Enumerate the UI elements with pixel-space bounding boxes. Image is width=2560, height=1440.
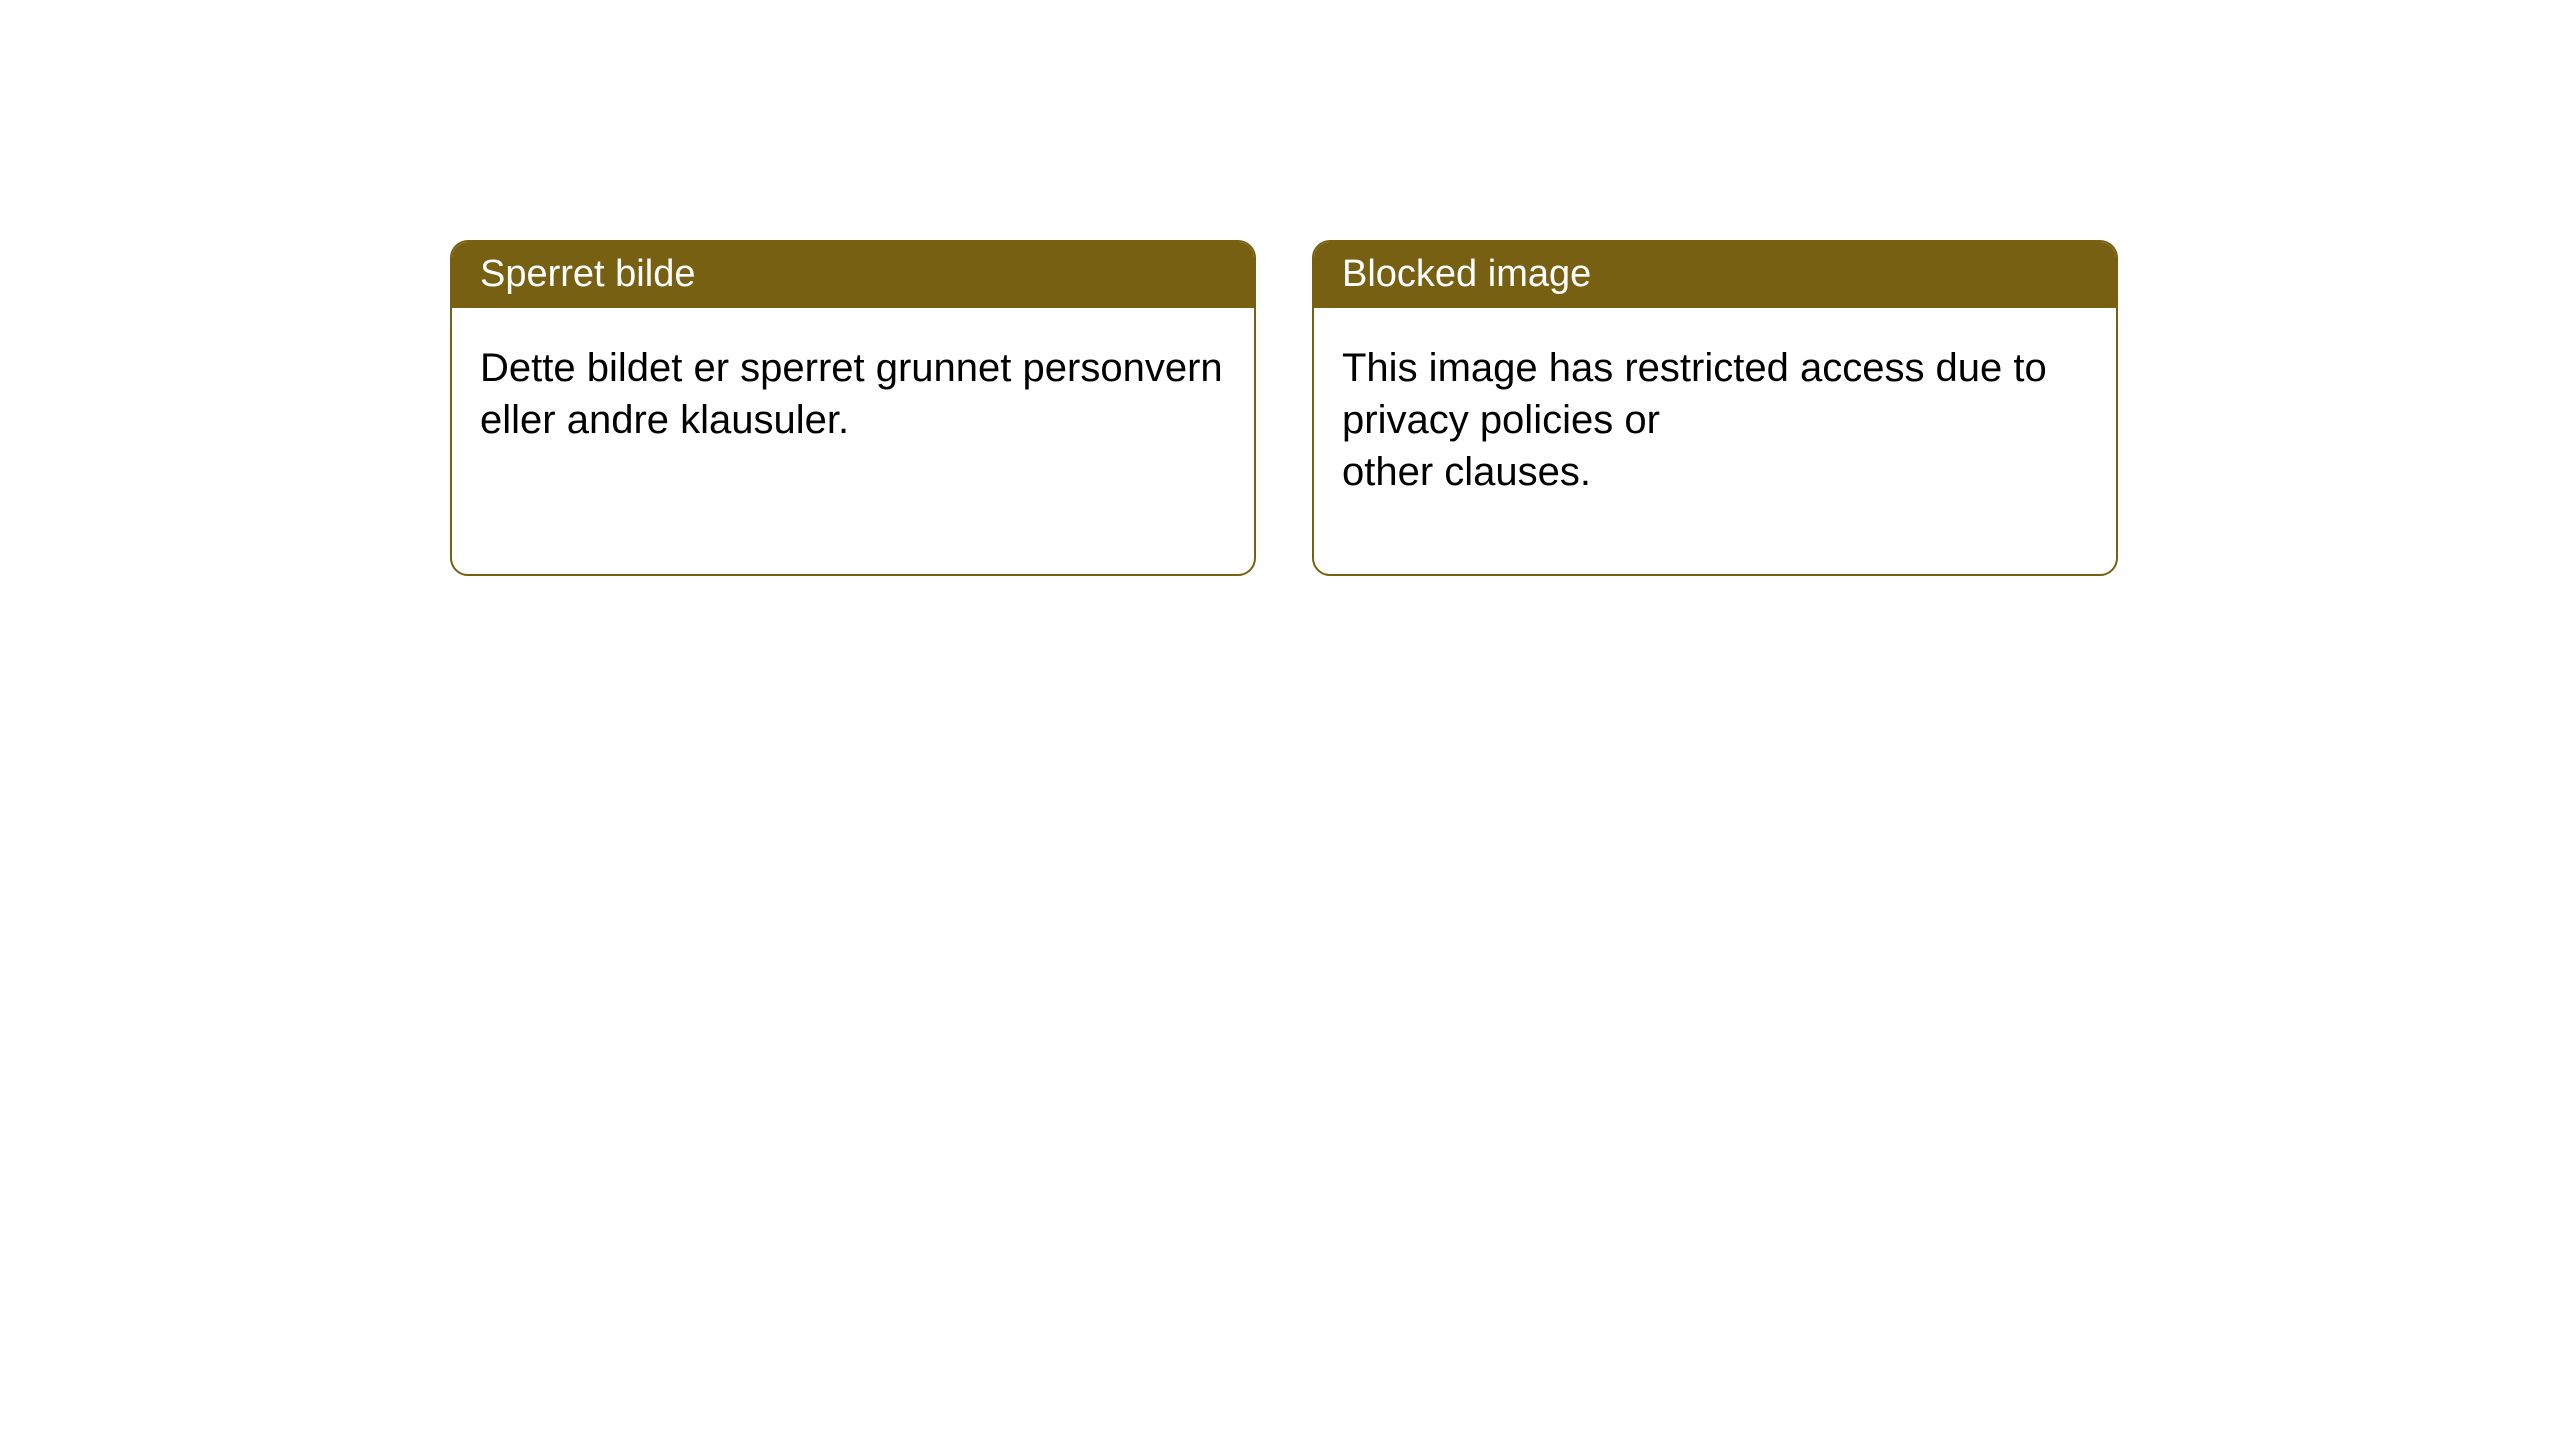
notice-container: Sperret bilde Dette bildet er sperret gr… xyxy=(0,0,2560,576)
notice-body-norwegian: Dette bildet er sperret grunnet personve… xyxy=(452,308,1254,480)
notice-header-english: Blocked image xyxy=(1314,242,2116,308)
notice-card-norwegian: Sperret bilde Dette bildet er sperret gr… xyxy=(450,240,1256,576)
notice-body-english: This image has restricted access due to … xyxy=(1314,308,2116,532)
notice-header-norwegian: Sperret bilde xyxy=(452,242,1254,308)
notice-card-english: Blocked image This image has restricted … xyxy=(1312,240,2118,576)
